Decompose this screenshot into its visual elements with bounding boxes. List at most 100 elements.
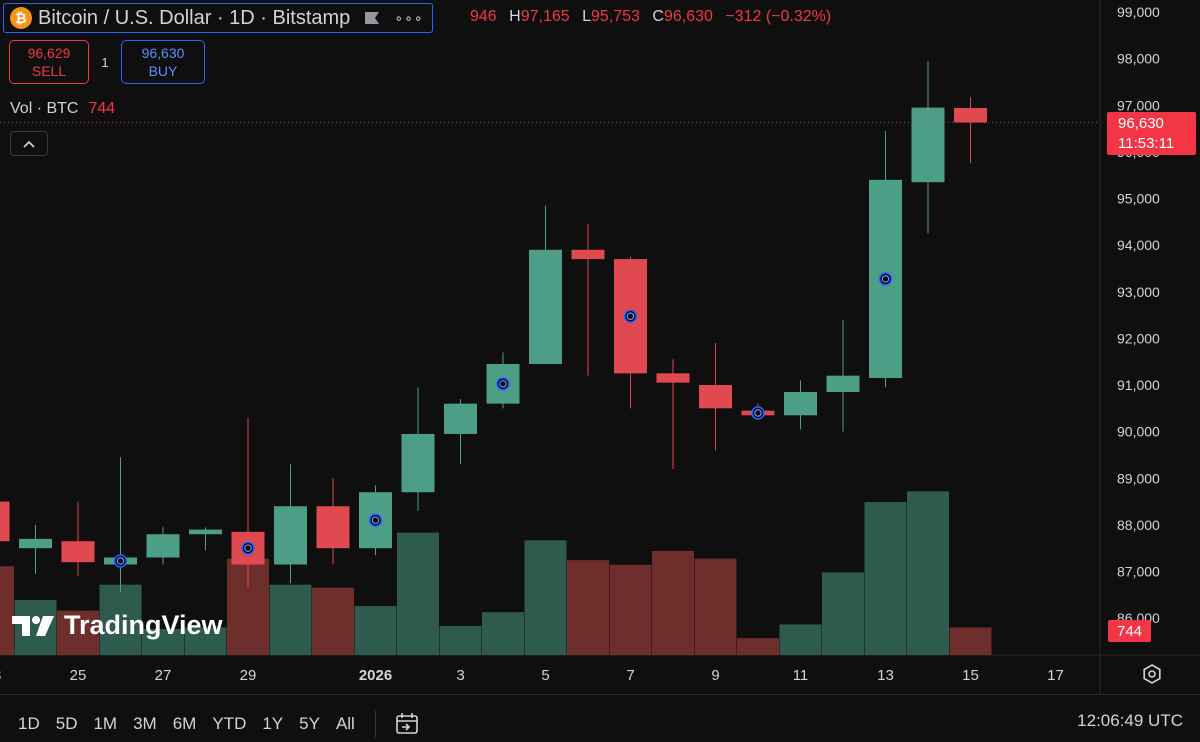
- sell-price: 96,629: [27, 45, 71, 61]
- time-axis-label: 27: [155, 667, 172, 684]
- candle-body: [784, 391, 817, 416]
- event-marker-core: [371, 516, 380, 524]
- buy-price: 96,630: [141, 45, 185, 61]
- trade-panel: 96,629 SELL 1 96,630 BUY: [9, 40, 205, 84]
- candle-body: [911, 107, 945, 183]
- volume-bar: [949, 627, 992, 655]
- low-label: L: [582, 8, 592, 25]
- change-value: −312 (−0.32%): [725, 8, 832, 25]
- watermark-text: TradingView: [64, 610, 223, 640]
- volume-bar: [864, 502, 907, 655]
- buy-label: BUY: [148, 63, 178, 79]
- volume-bar: [652, 550, 694, 655]
- volume-bar: [184, 627, 227, 655]
- range-1y-button[interactable]: 1Y: [262, 714, 284, 733]
- price-axis-label: 92,000: [1117, 330, 1160, 346]
- candle-body: [699, 385, 732, 409]
- volume-bar: [439, 625, 482, 655]
- event-marker-core: [116, 557, 125, 565]
- range-ytd-button[interactable]: YTD: [212, 714, 247, 733]
- utc-clock[interactable]: 12:06:49 UTC: [1077, 711, 1183, 730]
- candlestick-chart[interactable]: 86,00087,00088,00089,00090,00091,00092,0…: [0, 0, 1200, 694]
- candle-body: [656, 373, 690, 383]
- bar-countdown: 11:53:11: [1118, 135, 1175, 152]
- volume-bar: [142, 628, 184, 655]
- volume-bar: [312, 587, 354, 655]
- candle-body: [571, 249, 605, 260]
- range-3m-button[interactable]: 3M: [133, 714, 157, 733]
- time-axis-label: 2026: [359, 667, 392, 684]
- range-5d-button[interactable]: 5D: [55, 714, 78, 733]
- range-5y-button[interactable]: 5Y: [299, 714, 320, 733]
- time-axis-label: 7: [626, 667, 634, 684]
- volume-bar: [779, 624, 822, 655]
- close-value: 96,630: [663, 8, 713, 25]
- time-axis-label: 13: [877, 667, 894, 684]
- candle-body: [146, 534, 180, 558]
- time-axis-label: 15: [962, 667, 979, 684]
- volume-bar: [822, 572, 864, 655]
- volume-bar: [0, 566, 14, 655]
- last-volume-tag: 744: [1108, 620, 1151, 642]
- price-axis-label: 98,000: [1117, 51, 1160, 67]
- volume-bar: [482, 612, 524, 655]
- time-axis-label: 5: [541, 667, 549, 684]
- volume-bar: [609, 564, 652, 655]
- flag-icon[interactable]: [364, 11, 380, 25]
- volume-bar: [567, 560, 609, 655]
- trade-quantity[interactable]: 1: [101, 54, 109, 70]
- range-1d-button[interactable]: 1D: [18, 714, 40, 733]
- time-axis-label: 29: [240, 667, 257, 684]
- event-marker-core: [244, 544, 252, 552]
- calendar-goto-icon[interactable]: [394, 711, 420, 737]
- bitcoin-icon: ₿: [10, 7, 32, 29]
- volume-bar: [269, 584, 312, 655]
- sell-button[interactable]: 96,629 SELL: [9, 40, 89, 84]
- price-axis-label: 95,000: [1117, 191, 1160, 207]
- symbol-selector[interactable]: ₿ Bitcoin / U.S. Dollar · 1D · Bitstamp …: [3, 3, 433, 33]
- price-axis-label: 91,000: [1117, 377, 1160, 393]
- settings-icon[interactable]: [1141, 663, 1163, 685]
- price-axis-label: 87,000: [1117, 564, 1160, 580]
- time-axis-label: 3: [456, 667, 464, 684]
- collapse-legend-button[interactable]: [10, 131, 48, 156]
- candle-body: [61, 541, 95, 563]
- event-marker-core: [754, 409, 762, 417]
- high-value: 97,165: [520, 8, 570, 25]
- open-value: 946: [470, 8, 497, 25]
- volume-bar: [694, 558, 737, 655]
- chevron-up-icon: [23, 140, 35, 148]
- chart-header: ₿ Bitcoin / U.S. Dollar · 1D · Bitstamp …: [3, 3, 433, 33]
- last-price-value: 96,630: [1118, 115, 1164, 132]
- tradingview-watermark: TradingView: [12, 610, 223, 641]
- more-icon[interactable]: ∘∘∘: [394, 9, 424, 26]
- volume-bar: [524, 540, 567, 655]
- price-axis-label: 89,000: [1117, 470, 1160, 486]
- price-axis-label: 90,000: [1117, 424, 1160, 440]
- volume-legend-label: Vol · BTC: [10, 100, 79, 117]
- range-1m-button[interactable]: 1M: [93, 714, 118, 733]
- price-axis-label: 99,000: [1117, 4, 1160, 20]
- candle-body: [19, 538, 52, 549]
- toolbar-divider: [374, 711, 376, 737]
- buy-button[interactable]: 96,630 BUY: [121, 40, 205, 84]
- bottom-toolbar: 1D 5D 1M 3M 6M YTD 1Y 5Y All 12:06:49 UT…: [0, 694, 1200, 742]
- price-axis-label: 93,000: [1117, 284, 1160, 300]
- event-marker-core: [499, 380, 507, 388]
- volume-bar: [14, 599, 57, 655]
- volume-legend-value: 744: [88, 100, 116, 117]
- volume-bar: [99, 584, 142, 655]
- candle-body: [189, 529, 222, 535]
- price-axis-label: 94,000: [1117, 237, 1160, 253]
- range-all-button[interactable]: All: [335, 714, 355, 733]
- candle-body: [401, 433, 435, 493]
- range-6m-button[interactable]: 6M: [172, 714, 197, 733]
- last-price-tag: 96,630 11:53:11: [1107, 112, 1196, 155]
- price-axis-label: 97,000: [1117, 97, 1160, 113]
- tradingview-logo-icon: [12, 615, 54, 636]
- event-marker-core: [626, 312, 635, 320]
- time-axis-label: 17: [1047, 667, 1064, 684]
- symbol-title: Bitcoin / U.S. Dollar · 1D · Bitstamp: [38, 6, 351, 29]
- time-axis-label: 9: [711, 667, 719, 684]
- event-marker-core: [881, 275, 890, 283]
